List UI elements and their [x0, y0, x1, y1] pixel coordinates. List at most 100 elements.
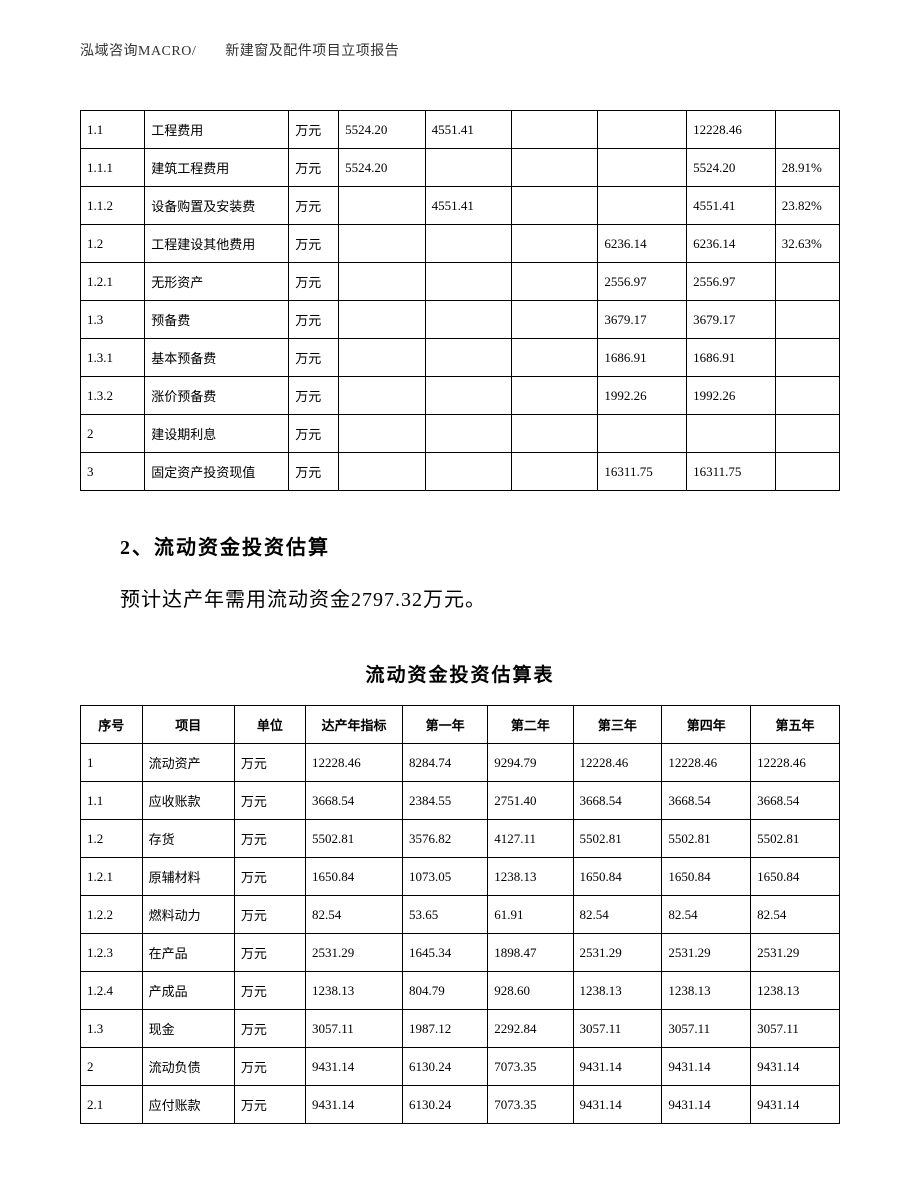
table-cell — [512, 149, 598, 187]
table-cell — [425, 225, 511, 263]
table-cell: 1987.12 — [403, 1010, 488, 1048]
table-cell: 2292.84 — [488, 1010, 573, 1048]
table-cell: 基本预备费 — [145, 339, 289, 377]
table-header-row: 序号项目单位达产年指标第一年第二年第三年第四年第五年 — [81, 706, 840, 744]
table-row: 1.2存货万元5502.813576.824127.115502.815502.… — [81, 820, 840, 858]
table-cell: 4551.41 — [687, 187, 776, 225]
table-cell: 9431.14 — [305, 1048, 402, 1086]
table-cell: 1.2.1 — [81, 263, 145, 301]
section-body-text: 预计达产年需用流动资金2797.32万元。 — [120, 580, 840, 620]
table-cell: 万元 — [234, 1010, 305, 1048]
table-cell: 3057.11 — [662, 1010, 751, 1048]
table-cell — [598, 149, 687, 187]
table-cell: 8284.74 — [403, 744, 488, 782]
table-cell — [775, 453, 839, 491]
table-cell: 1650.84 — [573, 858, 662, 896]
table-header-cell: 第三年 — [573, 706, 662, 744]
table-row: 2.1应付账款万元9431.146130.247073.359431.14943… — [81, 1086, 840, 1124]
table-cell: 2.1 — [81, 1086, 143, 1124]
table-cell: 9431.14 — [662, 1048, 751, 1086]
table-row: 2流动负债万元9431.146130.247073.359431.149431.… — [81, 1048, 840, 1086]
table-cell: 5502.81 — [305, 820, 402, 858]
table-cell: 12228.46 — [751, 744, 840, 782]
table-cell: 万元 — [234, 934, 305, 972]
table-cell: 1.3.1 — [81, 339, 145, 377]
table-row: 1.3预备费万元3679.173679.17 — [81, 301, 840, 339]
table-cell: 万元 — [289, 377, 339, 415]
fixed-asset-investment-table: 1.1工程费用万元5524.204551.4112228.461.1.1建筑工程… — [80, 110, 840, 491]
table-cell: 1992.26 — [598, 377, 687, 415]
table-cell: 3679.17 — [598, 301, 687, 339]
table-cell — [339, 187, 425, 225]
table-cell: 2556.97 — [687, 263, 776, 301]
table-cell — [339, 377, 425, 415]
table-cell — [775, 339, 839, 377]
table-cell — [512, 377, 598, 415]
table-cell: 2531.29 — [751, 934, 840, 972]
table-cell: 工程建设其他费用 — [145, 225, 289, 263]
table-row: 1.2.1原辅材料万元1650.841073.051238.131650.841… — [81, 858, 840, 896]
table-cell: 1992.26 — [687, 377, 776, 415]
table-cell: 1898.47 — [488, 934, 573, 972]
table-cell: 5502.81 — [662, 820, 751, 858]
table-cell: 6130.24 — [403, 1048, 488, 1086]
table-header-cell: 第一年 — [403, 706, 488, 744]
table-cell: 5502.81 — [751, 820, 840, 858]
table-cell: 1.3 — [81, 301, 145, 339]
table-cell: 无形资产 — [145, 263, 289, 301]
table-cell: 7073.35 — [488, 1048, 573, 1086]
table-cell: 在产品 — [142, 934, 234, 972]
table-cell: 1.2.4 — [81, 972, 143, 1010]
document-page: 泓域咨询MACRO/ 新建窗及配件项目立项报告 1.1工程费用万元5524.20… — [0, 0, 920, 1184]
table-cell: 工程费用 — [145, 111, 289, 149]
table-cell: 涨价预备费 — [145, 377, 289, 415]
table-cell: 16311.75 — [687, 453, 776, 491]
table-cell — [775, 263, 839, 301]
table-cell: 万元 — [289, 149, 339, 187]
table-cell: 万元 — [289, 415, 339, 453]
table-cell: 1238.13 — [305, 972, 402, 1010]
table-header-cell: 达产年指标 — [305, 706, 402, 744]
table-cell — [598, 415, 687, 453]
table-row: 1流动资产万元12228.468284.749294.7912228.46122… — [81, 744, 840, 782]
table-cell — [512, 187, 598, 225]
table-cell: 万元 — [289, 301, 339, 339]
table-cell: 1.2.2 — [81, 896, 143, 934]
table-cell: 53.65 — [403, 896, 488, 934]
table-cell: 5502.81 — [573, 820, 662, 858]
table-row: 1.1应收账款万元3668.542384.552751.403668.54366… — [81, 782, 840, 820]
table-cell: 万元 — [289, 187, 339, 225]
table-cell — [512, 415, 598, 453]
working-capital-table: 序号项目单位达产年指标第一年第二年第三年第四年第五年 1流动资产万元12228.… — [80, 705, 840, 1124]
table-cell: 产成品 — [142, 972, 234, 1010]
table-cell: 9294.79 — [488, 744, 573, 782]
table-cell: 9431.14 — [305, 1086, 402, 1124]
table-cell: 82.54 — [751, 896, 840, 934]
table-cell: 1.2 — [81, 820, 143, 858]
table-cell: 万元 — [234, 1086, 305, 1124]
table-cell: 固定资产投资现值 — [145, 453, 289, 491]
table-row: 1.1.1建筑工程费用万元5524.205524.2028.91% — [81, 149, 840, 187]
table-row: 2建设期利息万元 — [81, 415, 840, 453]
table-cell: 万元 — [234, 744, 305, 782]
table-cell: 3057.11 — [573, 1010, 662, 1048]
table-cell — [598, 187, 687, 225]
table-cell: 1.1.1 — [81, 149, 145, 187]
table-cell: 1.1 — [81, 111, 145, 149]
table-cell — [775, 377, 839, 415]
table-cell: 1650.84 — [662, 858, 751, 896]
table-cell: 12228.46 — [305, 744, 402, 782]
table-cell — [425, 263, 511, 301]
table-cell: 3057.11 — [751, 1010, 840, 1048]
table-cell: 1.2.3 — [81, 934, 143, 972]
table-cell: 现金 — [142, 1010, 234, 1048]
table-cell: 2531.29 — [305, 934, 402, 972]
table-cell: 流动负债 — [142, 1048, 234, 1086]
table-cell: 万元 — [289, 263, 339, 301]
table-row: 1.3.2涨价预备费万元1992.261992.26 — [81, 377, 840, 415]
table-cell: 1238.13 — [488, 858, 573, 896]
table-cell: 928.60 — [488, 972, 573, 1010]
table-cell: 1.3 — [81, 1010, 143, 1048]
table-cell — [512, 263, 598, 301]
table-row: 1.2.1无形资产万元2556.972556.97 — [81, 263, 840, 301]
